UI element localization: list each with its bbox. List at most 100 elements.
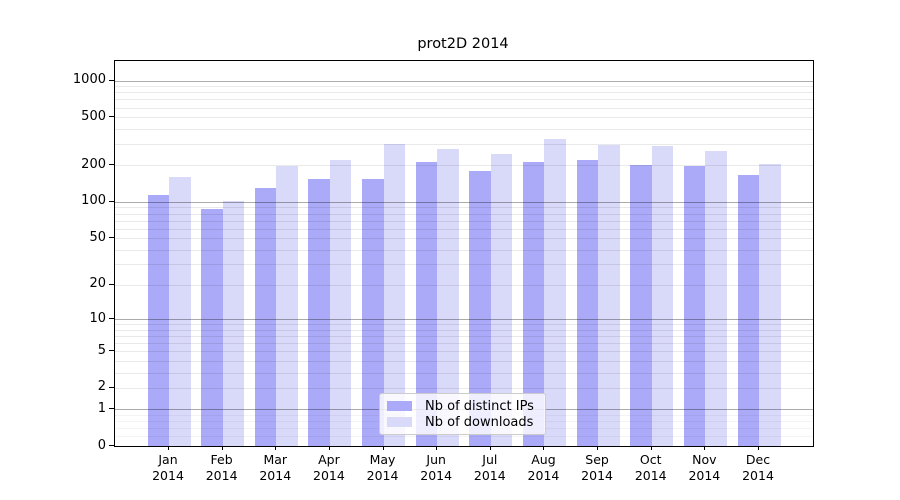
x-tick-label: Feb 2014 [190,452,254,483]
x-tick-year: 2014 [259,467,292,483]
bar-ips-apr [308,179,330,446]
legend-label: Nb of downloads [425,414,534,430]
x-tick-mark [704,446,706,450]
legend-swatch-distinct-ips [387,401,412,411]
x-tick-year: 2014 [152,467,184,483]
gridline-minor [115,336,813,337]
y-tick-label: 50 [89,229,106,245]
x-tick-month: Mar [263,452,288,467]
x-tick-mark [543,446,545,450]
x-tick-label: May 2014 [351,452,415,483]
bar-downloads-aug [544,139,566,446]
x-tick-month: Sep [585,452,609,467]
gridline-minor [115,264,813,266]
legend: Nb of distinct IPs Nb of downloads [379,393,546,435]
y-tick-mark [109,116,114,118]
x-tick-label: Sep 2014 [565,452,629,483]
bar-downloads-dec [759,164,781,446]
bar-downloads-may [383,143,406,446]
gridline-minor [115,92,813,94]
gridline-major [115,80,813,82]
bar-ips-jan [147,194,169,446]
x-tick-mark [650,446,652,450]
y-tick-label: 20 [89,276,106,292]
y-tick-label: 5 [97,342,106,358]
y-tick-label: 500 [81,108,106,124]
y-tick-mark [109,408,114,410]
bar-downloads-jul [490,153,513,446]
gridline-minor [115,324,813,326]
x-tick-month: Feb [210,452,233,467]
gridline-minor [115,387,813,389]
x-tick-mark [328,446,330,450]
bar-downloads-feb [222,201,245,446]
gridline-minor [115,329,813,331]
gridline-minor [115,372,813,374]
plot-area [114,60,814,447]
x-tick-mark [597,446,599,450]
bar-ips-oct [630,164,652,446]
bar-downloads-jun [437,149,459,446]
y-tick-label: 1 [97,400,106,416]
bar-ips-dec [737,175,759,446]
gridline-minor [115,220,813,222]
x-tick-year: 2014 [581,467,613,483]
gridline-minor [115,165,813,167]
x-tick-label: Jul 2014 [458,452,522,483]
y-tick-mark [109,445,114,446]
gridline-minor [115,117,813,119]
gridline-minor [115,228,813,230]
x-tick-mark [382,446,384,450]
x-tick-year: 2014 [634,467,667,483]
x-tick-mark [436,446,438,450]
x-tick-label: Dec 2014 [726,452,790,483]
gridline-minor [115,99,813,101]
x-tick-mark [758,446,759,450]
gridline-minor [115,351,813,353]
y-tick-mark [109,386,114,388]
legend-swatch-downloads [387,417,412,427]
x-tick-label: Mar 2014 [243,452,307,483]
y-tick-label: 200 [81,156,106,172]
y-tick-label: 10 [89,310,106,326]
bar-ips-sep [576,159,599,446]
y-tick-mark [109,79,114,81]
y-tick-label: 2 [97,379,106,395]
x-tick-mark [221,446,223,450]
gridline-minor [115,86,813,88]
gridline-major [115,201,813,203]
gridline-minor [115,144,813,146]
x-tick-mark [275,446,277,450]
y-tick-mark [109,164,114,166]
bar-downloads-mar [276,165,298,446]
x-tick-year: 2014 [313,467,345,483]
y-tick-mark [109,237,114,239]
x-tick-year: 2014 [420,467,453,483]
x-tick-year: 2014 [527,467,560,483]
bar-downloads-nov [705,150,727,446]
gridline-minor [115,360,813,362]
x-tick-label: Jun 2014 [404,452,468,483]
y-tick-mark [109,318,114,320]
legend-item: Nb of distinct IPs [386,399,539,414]
x-tick-month: Jul [482,452,498,467]
x-tick-mark [489,446,491,450]
bar-ips-jul [469,170,491,446]
y-tick-label: 1000 [72,72,106,88]
y-tick-mark [109,350,114,352]
gridline-minor [115,213,813,215]
gridline-minor [115,436,813,438]
x-tick-label: Apr 2014 [297,452,361,483]
x-tick-month: Oct [639,452,662,467]
bar-downloads-apr [329,160,352,446]
x-tick-month: Apr [318,452,340,467]
x-tick-month: Aug [531,452,556,467]
y-tick-label: 0 [97,437,106,453]
x-tick-month: Jun [426,452,446,467]
bar-downloads-sep [598,145,620,446]
x-tick-month: May [369,452,396,467]
x-tick-year: 2014 [473,467,506,483]
legend-item: Nb of downloads [386,415,539,430]
x-tick-year: 2014 [688,467,721,483]
